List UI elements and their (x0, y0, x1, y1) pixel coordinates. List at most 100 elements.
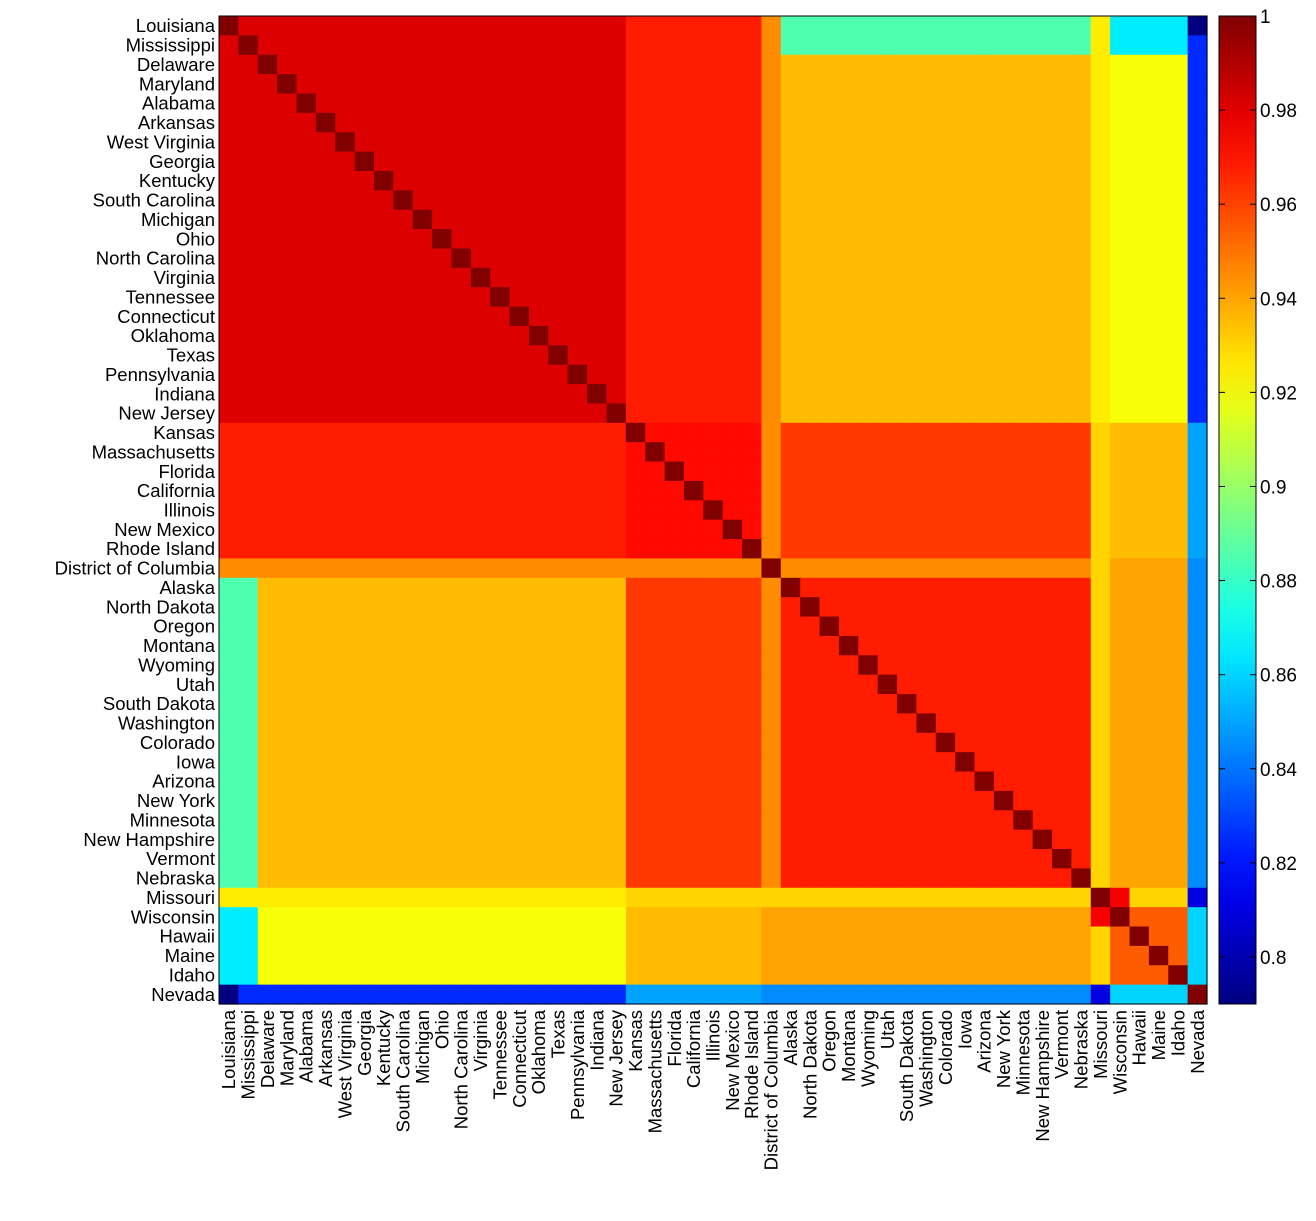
heatmap-cell (974, 887, 995, 908)
heatmap-cell (238, 945, 259, 966)
heatmap-cell (451, 306, 472, 327)
heatmap-cell (955, 229, 976, 250)
heatmap-cell (1129, 500, 1150, 521)
heatmap-cell (412, 461, 433, 482)
heatmap-cell (1129, 74, 1150, 95)
heatmap-cell (935, 907, 956, 928)
heatmap-cell (257, 635, 278, 656)
heatmap-cell (490, 887, 511, 908)
heatmap-cell (742, 926, 763, 947)
heatmap-cell (606, 364, 627, 385)
heatmap-cell (722, 539, 743, 560)
heatmap-cell (1090, 480, 1111, 501)
heatmap-cell (219, 287, 239, 308)
heatmap-cell (838, 403, 859, 424)
heatmap-cell (412, 248, 433, 269)
heatmap-cell (858, 132, 879, 153)
heatmap-cell (257, 442, 278, 463)
heatmap-cell (916, 635, 937, 656)
heatmap-cell (1110, 945, 1131, 966)
heatmap-cell (838, 229, 859, 250)
heatmap-cell (897, 752, 918, 773)
heatmap-cell (1013, 151, 1034, 172)
heatmap-cell (1129, 151, 1150, 172)
heatmap-cell (296, 132, 317, 153)
heatmap-cell (897, 54, 918, 75)
heatmap-cell (916, 829, 937, 850)
y-tick-label: Wyoming (138, 654, 215, 675)
heatmap-cell (219, 403, 239, 424)
heatmap-cell (412, 790, 433, 811)
heatmap-cell (528, 403, 549, 424)
heatmap-cell (277, 74, 298, 95)
heatmap-cell (664, 539, 685, 560)
heatmap-cell (993, 655, 1014, 676)
heatmap-cell (354, 287, 375, 308)
heatmap-cell (470, 480, 491, 501)
heatmap-cell (528, 287, 549, 308)
heatmap-cell (277, 907, 298, 928)
heatmap-cell (916, 849, 937, 869)
heatmap-cell (548, 16, 569, 36)
heatmap-cell (373, 287, 394, 308)
heatmap-cell (645, 597, 666, 618)
heatmap-cell (509, 771, 530, 792)
heatmap-cell (761, 74, 782, 95)
heatmap-cell (858, 577, 879, 598)
heatmap-cell (897, 926, 918, 947)
heatmap-cell (722, 577, 743, 598)
heatmap-cell (897, 364, 918, 385)
heatmap-cell (819, 713, 840, 734)
heatmap-cell (587, 732, 608, 753)
heatmap-cell (451, 694, 472, 715)
heatmap-cell (761, 384, 782, 405)
heatmap-cell (897, 887, 918, 908)
heatmap-cell (567, 267, 588, 288)
heatmap-cell (528, 54, 549, 75)
heatmap-cell (974, 752, 995, 773)
heatmap-cell (683, 170, 704, 191)
heatmap-cell (490, 926, 511, 947)
heatmap-cell (393, 74, 414, 95)
heatmap-cell (683, 577, 704, 598)
heatmap-cell (606, 868, 627, 889)
heatmap-cell (548, 635, 569, 656)
heatmap-cell (257, 190, 278, 211)
heatmap-cell (238, 849, 259, 869)
heatmap-cell (1148, 907, 1169, 928)
heatmap-cell (277, 93, 298, 114)
heatmap-cell (412, 907, 433, 928)
heatmap-cell (509, 790, 530, 811)
heatmap-cell (955, 945, 976, 966)
heatmap-cell (393, 442, 414, 463)
heatmap-cell (548, 790, 569, 811)
heatmap-cell (1187, 190, 1208, 211)
heatmap-cell (432, 461, 453, 482)
heatmap-cell (1013, 829, 1034, 850)
heatmap-cell (916, 209, 937, 230)
heatmap-cell (1032, 655, 1053, 676)
heatmap-cell (1013, 403, 1034, 424)
heatmap-cell (238, 403, 259, 424)
heatmap-cell (897, 616, 918, 637)
heatmap-cell (993, 558, 1014, 579)
heatmap-cell (490, 384, 511, 405)
heatmap-cell (1110, 519, 1131, 540)
heatmap-cell (412, 325, 433, 346)
heatmap-cell (315, 790, 336, 811)
heatmap-cell (645, 694, 666, 715)
heatmap-cell (470, 674, 491, 695)
heatmap-cell (1071, 364, 1092, 385)
heatmap-cell (432, 849, 453, 869)
heatmap-cell (1071, 558, 1092, 579)
heatmap-cell (1168, 151, 1189, 172)
heatmap-cell (897, 965, 918, 986)
heatmap-cell (897, 519, 918, 540)
heatmap-cell (490, 519, 511, 540)
heatmap-cell (838, 907, 859, 928)
y-tick-label: West Virginia (107, 131, 216, 152)
heatmap-cell (315, 403, 336, 424)
heatmap-cell (1187, 790, 1208, 811)
heatmap-cell (296, 112, 317, 133)
heatmap-cell (683, 752, 704, 773)
